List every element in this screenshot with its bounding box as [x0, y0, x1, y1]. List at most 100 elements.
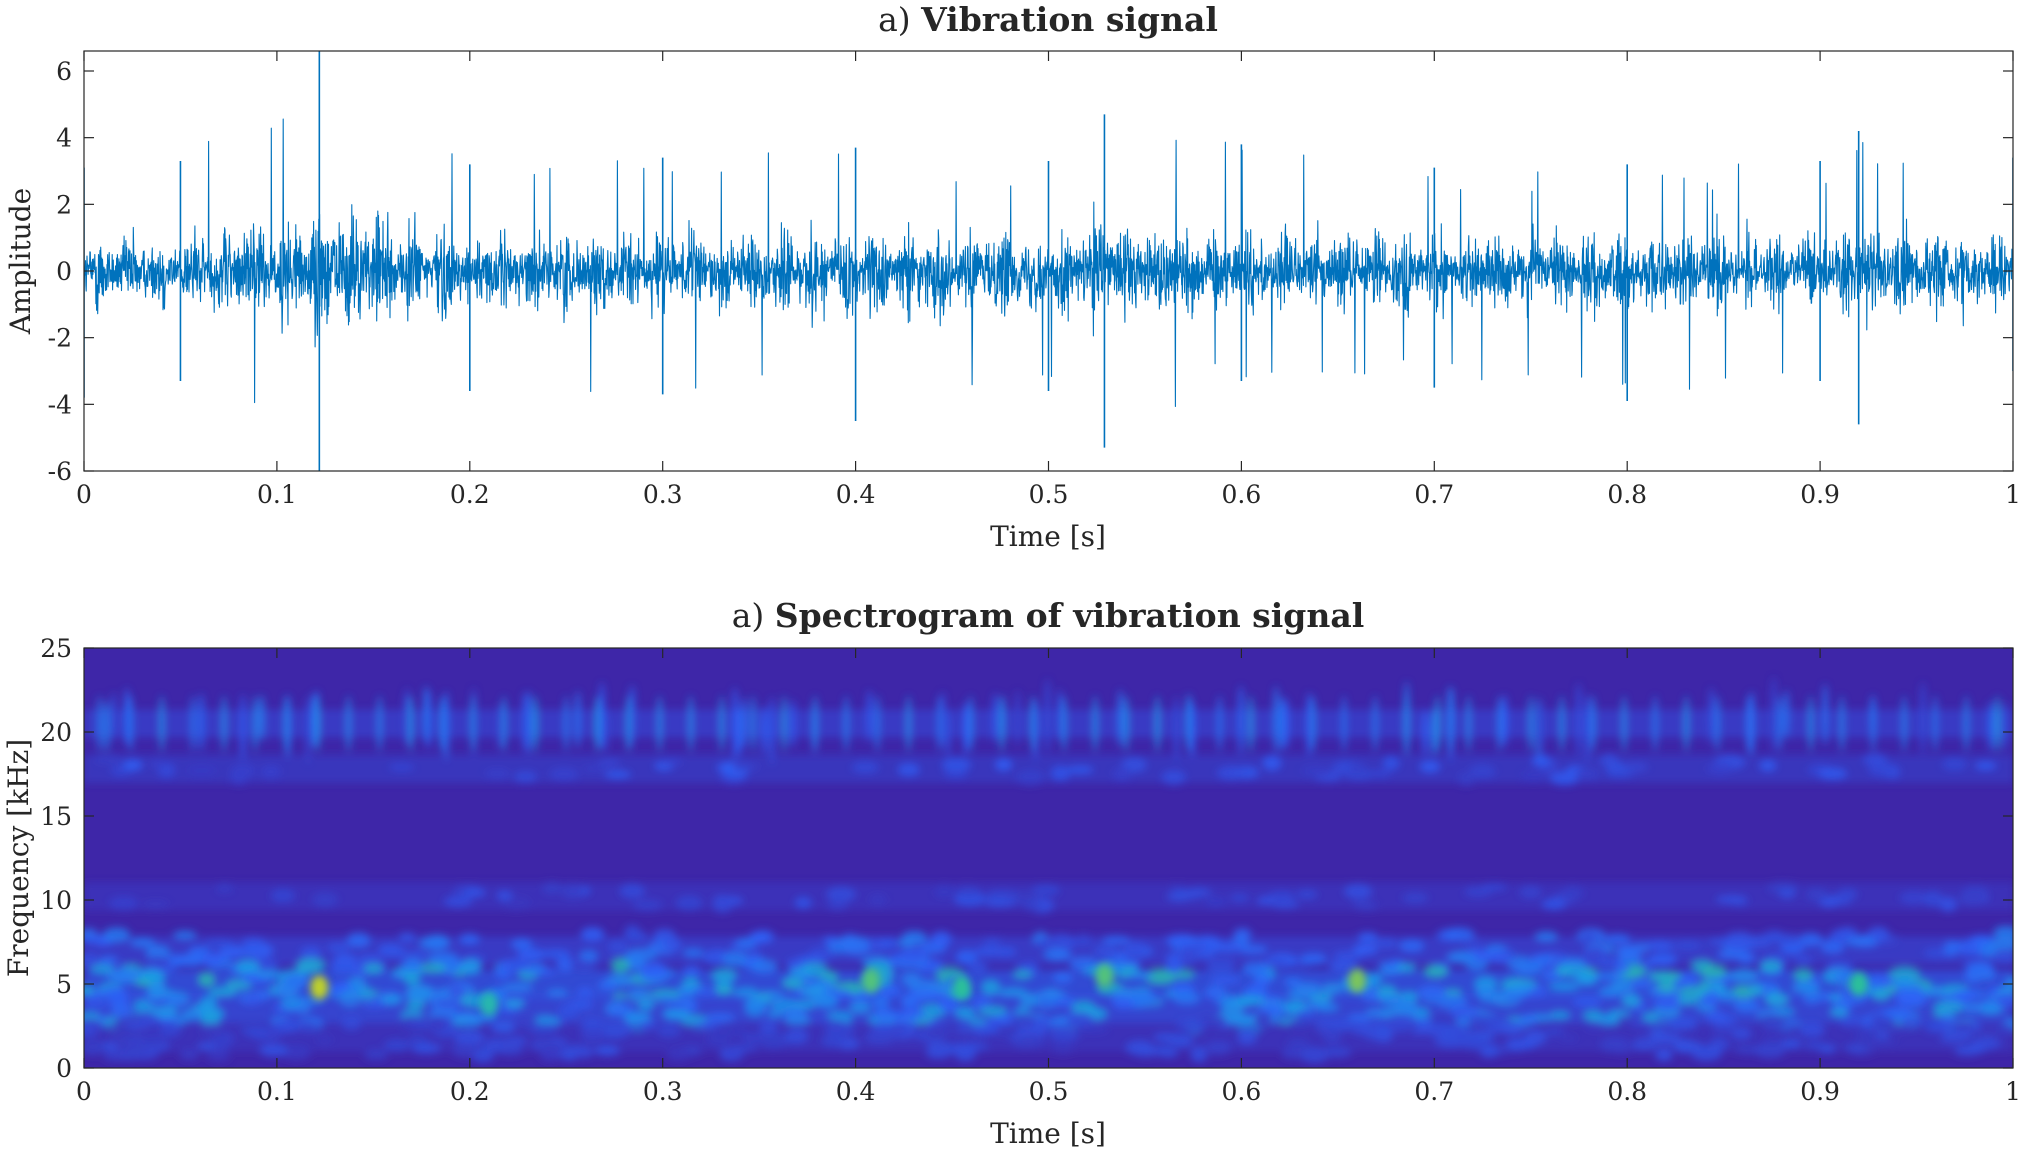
spectrogram-blob — [145, 944, 171, 960]
spectrogram-x-tick-label: 0.5 — [1029, 1077, 1069, 1106]
spectrogram-blob — [983, 936, 1002, 947]
spectrogram-blob — [1262, 754, 1282, 771]
spectrogram-blob — [1515, 961, 1543, 976]
spectrogram-blob — [280, 1044, 312, 1060]
spectrogram-blob — [1102, 935, 1130, 944]
spectrogram-blob — [187, 765, 217, 777]
spectrogram-blob — [1783, 689, 1790, 739]
spectrogram-blob — [110, 1001, 132, 1018]
spectrogram-blob — [1327, 960, 1359, 971]
spectrogram-blob — [197, 1042, 215, 1051]
spectrogram-blob — [1794, 955, 1813, 965]
spectrogram-blob — [1044, 678, 1051, 754]
spectrogram-blob — [998, 987, 1028, 998]
spectrogram-blob — [216, 882, 233, 894]
spectrogram-streak — [1123, 695, 1129, 752]
spectrogram-blob — [821, 1034, 847, 1048]
spectrogram-streak — [283, 695, 289, 752]
spectrogram-streak — [563, 695, 569, 752]
spectrogram-blob — [607, 939, 628, 955]
spectrogram-blob — [866, 690, 873, 743]
spectrogram-streak — [1839, 695, 1845, 752]
spectrogram-blob — [1013, 1037, 1036, 1050]
spectrogram-blob — [956, 1018, 973, 1034]
spectrogram-blob — [1077, 1024, 1109, 1034]
spectrogram-blob — [1425, 1022, 1456, 1038]
spectrogram-blob — [189, 946, 210, 956]
spectrogram-y-tick-label: 0 — [56, 1054, 72, 1083]
spectrogram-blob — [1977, 1003, 2004, 1015]
spectrogram-blob — [1952, 989, 1978, 1001]
spectrogram-blob — [426, 934, 450, 949]
spectrogram-blob — [1173, 696, 1180, 764]
spectrogram-blob — [926, 1040, 951, 1051]
spectrogram-blob — [1326, 1017, 1354, 1032]
spectrogram-blob — [546, 988, 568, 998]
spectrogram-hot-spot — [1849, 972, 1868, 996]
spectrogram-blob — [1314, 1002, 1340, 1012]
spectrogram-blob — [1373, 1030, 1394, 1039]
spectrogram-blob — [1584, 693, 1591, 765]
spectrogram-blob — [871, 994, 890, 1011]
spectrogram-blob — [1996, 992, 2013, 1008]
spectrogram-blob — [794, 999, 816, 1010]
spectrogram-blob — [967, 960, 988, 972]
spectrogram-blob — [851, 761, 879, 774]
spectrogram-blob — [183, 951, 204, 967]
spectrogram-blob — [459, 959, 482, 975]
spectrogram-blob — [150, 1005, 179, 1019]
spectrogram-streak — [968, 695, 974, 752]
spectrogram-blob — [504, 999, 525, 1009]
spectrogram-blob — [198, 693, 205, 752]
spectrogram-blob — [1519, 885, 1542, 900]
spectrogram-blob — [574, 1046, 594, 1059]
spectrogram-blob — [451, 1043, 478, 1058]
spectrogram-blob — [1443, 927, 1475, 941]
spectrogram-blob — [944, 708, 951, 758]
spectrogram-blob — [725, 1047, 745, 1060]
spectrogram-blob — [1349, 760, 1366, 775]
spectrogram-blob — [159, 1021, 182, 1037]
spectrogram-blob — [254, 970, 286, 979]
spectrogram-blob — [1546, 1026, 1566, 1035]
spectrogram-blob — [978, 1005, 1008, 1017]
spectrogram-streak — [1403, 695, 1409, 752]
spectrogram-blob — [208, 986, 237, 997]
spectrogram-blob — [1599, 1037, 1628, 1053]
spectrogram-blob — [139, 1014, 161, 1028]
spectrogram-blob — [1469, 764, 1496, 780]
spectrogram-blob — [1919, 682, 1926, 755]
spectrogram-blob — [1288, 1018, 1315, 1030]
spectrogram-blob — [1031, 884, 1060, 896]
spectrogram-streak — [345, 695, 351, 752]
spectrogram-blob — [541, 881, 563, 895]
spectrogram-streak — [408, 695, 414, 752]
spectrogram-blob — [1204, 895, 1228, 908]
spectrogram-blob — [1603, 933, 1631, 944]
spectrogram-blob — [270, 888, 296, 903]
spectrogram-blob — [1014, 690, 1021, 746]
spectrogram-blob — [873, 1008, 897, 1020]
spectrogram-blob — [428, 1017, 447, 1033]
spectrogram-blob — [549, 767, 579, 782]
spectrogram-blob — [1942, 757, 1967, 771]
spectrogram-blob — [1052, 971, 1073, 984]
spectrogram-blob — [379, 947, 410, 958]
spectrogram-blob — [84, 1040, 105, 1056]
spectrogram-blob — [139, 970, 167, 983]
spectrogram-blob — [784, 1014, 811, 1027]
vibration-y-tick-label: 4 — [56, 124, 72, 153]
spectrogram-blob — [2004, 975, 2013, 990]
spectrogram-blob — [1987, 700, 1994, 752]
spectrogram-blob — [1862, 752, 1888, 767]
spectrogram-blob — [1993, 925, 2013, 940]
spectrogram-streak — [1310, 695, 1316, 752]
spectrogram-blob — [244, 992, 262, 1005]
spectrogram-blob — [1382, 755, 1400, 771]
spectrogram-hot-spot — [1348, 968, 1367, 993]
spectrogram-blob — [1853, 1028, 1880, 1041]
spectrogram-blob — [543, 1042, 564, 1053]
spectrogram-blob — [406, 992, 431, 1003]
spectrogram-blob — [1822, 683, 1829, 746]
spectrogram-blob — [1464, 936, 1484, 950]
